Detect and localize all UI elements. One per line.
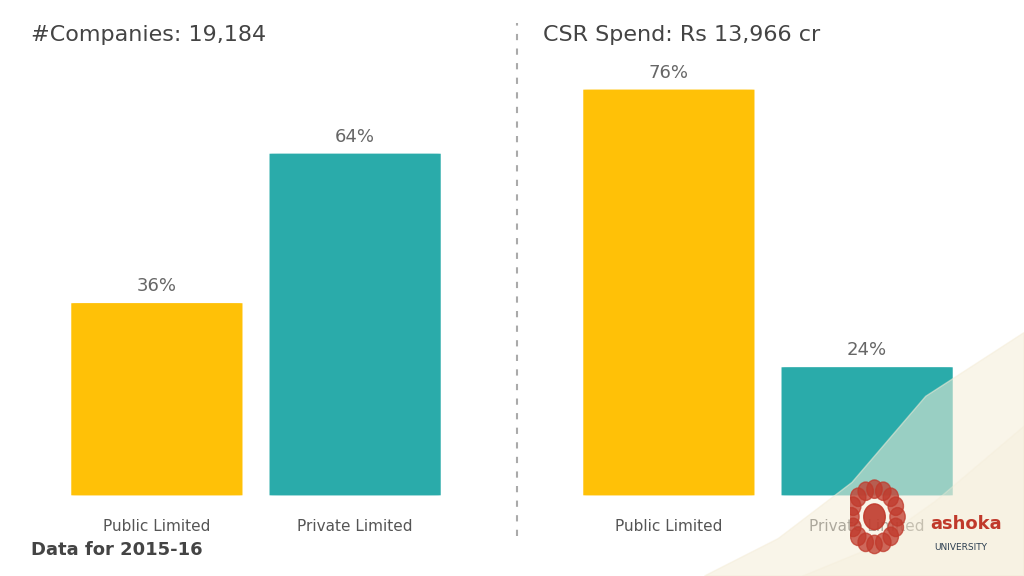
Circle shape <box>866 535 882 554</box>
Text: UNIVERSITY: UNIVERSITY <box>934 543 987 552</box>
Text: 24%: 24% <box>847 341 887 359</box>
Circle shape <box>876 533 891 552</box>
Circle shape <box>888 497 903 516</box>
Text: #Companies: 19,184: #Companies: 19,184 <box>31 25 266 45</box>
Text: Public Limited: Public Limited <box>103 520 211 535</box>
Circle shape <box>858 482 873 501</box>
Circle shape <box>888 518 903 537</box>
Circle shape <box>876 482 891 501</box>
Circle shape <box>864 504 885 530</box>
Text: CSR Spend: Rs 13,966 cr: CSR Spend: Rs 13,966 cr <box>543 25 820 45</box>
FancyBboxPatch shape <box>269 154 440 495</box>
FancyBboxPatch shape <box>72 303 243 495</box>
Circle shape <box>890 507 905 526</box>
Text: Data for 2015-16: Data for 2015-16 <box>31 541 203 559</box>
FancyBboxPatch shape <box>781 367 952 495</box>
Circle shape <box>846 497 861 516</box>
FancyBboxPatch shape <box>584 89 755 495</box>
Text: Public Limited: Public Limited <box>615 520 723 535</box>
Polygon shape <box>803 426 1024 576</box>
Circle shape <box>883 527 898 545</box>
Circle shape <box>844 507 859 526</box>
Circle shape <box>858 533 873 552</box>
Circle shape <box>883 488 898 506</box>
Circle shape <box>851 488 866 506</box>
Circle shape <box>866 480 882 498</box>
Polygon shape <box>705 332 1024 576</box>
Text: Private Limited: Private Limited <box>809 520 925 535</box>
Circle shape <box>846 518 861 537</box>
Text: Private Limited: Private Limited <box>297 520 413 535</box>
Text: 36%: 36% <box>137 277 177 295</box>
Text: ashoka: ashoka <box>930 515 1001 533</box>
Text: 76%: 76% <box>649 63 689 82</box>
Text: 64%: 64% <box>335 128 375 146</box>
Circle shape <box>851 527 866 545</box>
